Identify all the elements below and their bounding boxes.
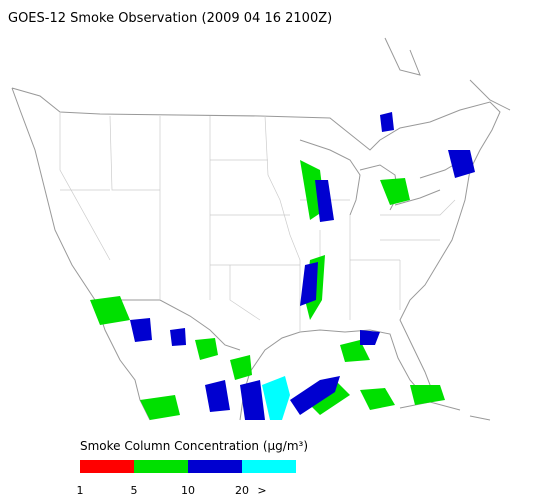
legend-swatch [242, 460, 296, 473]
legend-title: Smoke Column Concentration (µg/m³) [80, 439, 308, 453]
canada-coast [384, 37, 511, 111]
legend-label: 1 [77, 484, 84, 497]
smoke-areas [90, 112, 475, 420]
legend-label: 10 [181, 484, 195, 497]
smoke-area [90, 160, 445, 420]
legend-swatch [134, 460, 188, 473]
legend-swatch [80, 460, 134, 473]
base-map [11, 37, 511, 421]
smoke-area [262, 376, 290, 420]
legend-label: 20 [235, 484, 249, 497]
legend-label: 5 [131, 484, 138, 497]
smoke-area [130, 112, 475, 420]
legend-swatch [188, 460, 242, 473]
legend-label: > [257, 484, 266, 497]
coastline [11, 87, 501, 421]
caribbean [399, 401, 491, 421]
title: GOES-12 Smoke Observation (2009 04 16 21… [8, 11, 332, 26]
great-lakes [299, 139, 463, 216]
color-legend: 1 5 10 20 > [77, 460, 296, 497]
